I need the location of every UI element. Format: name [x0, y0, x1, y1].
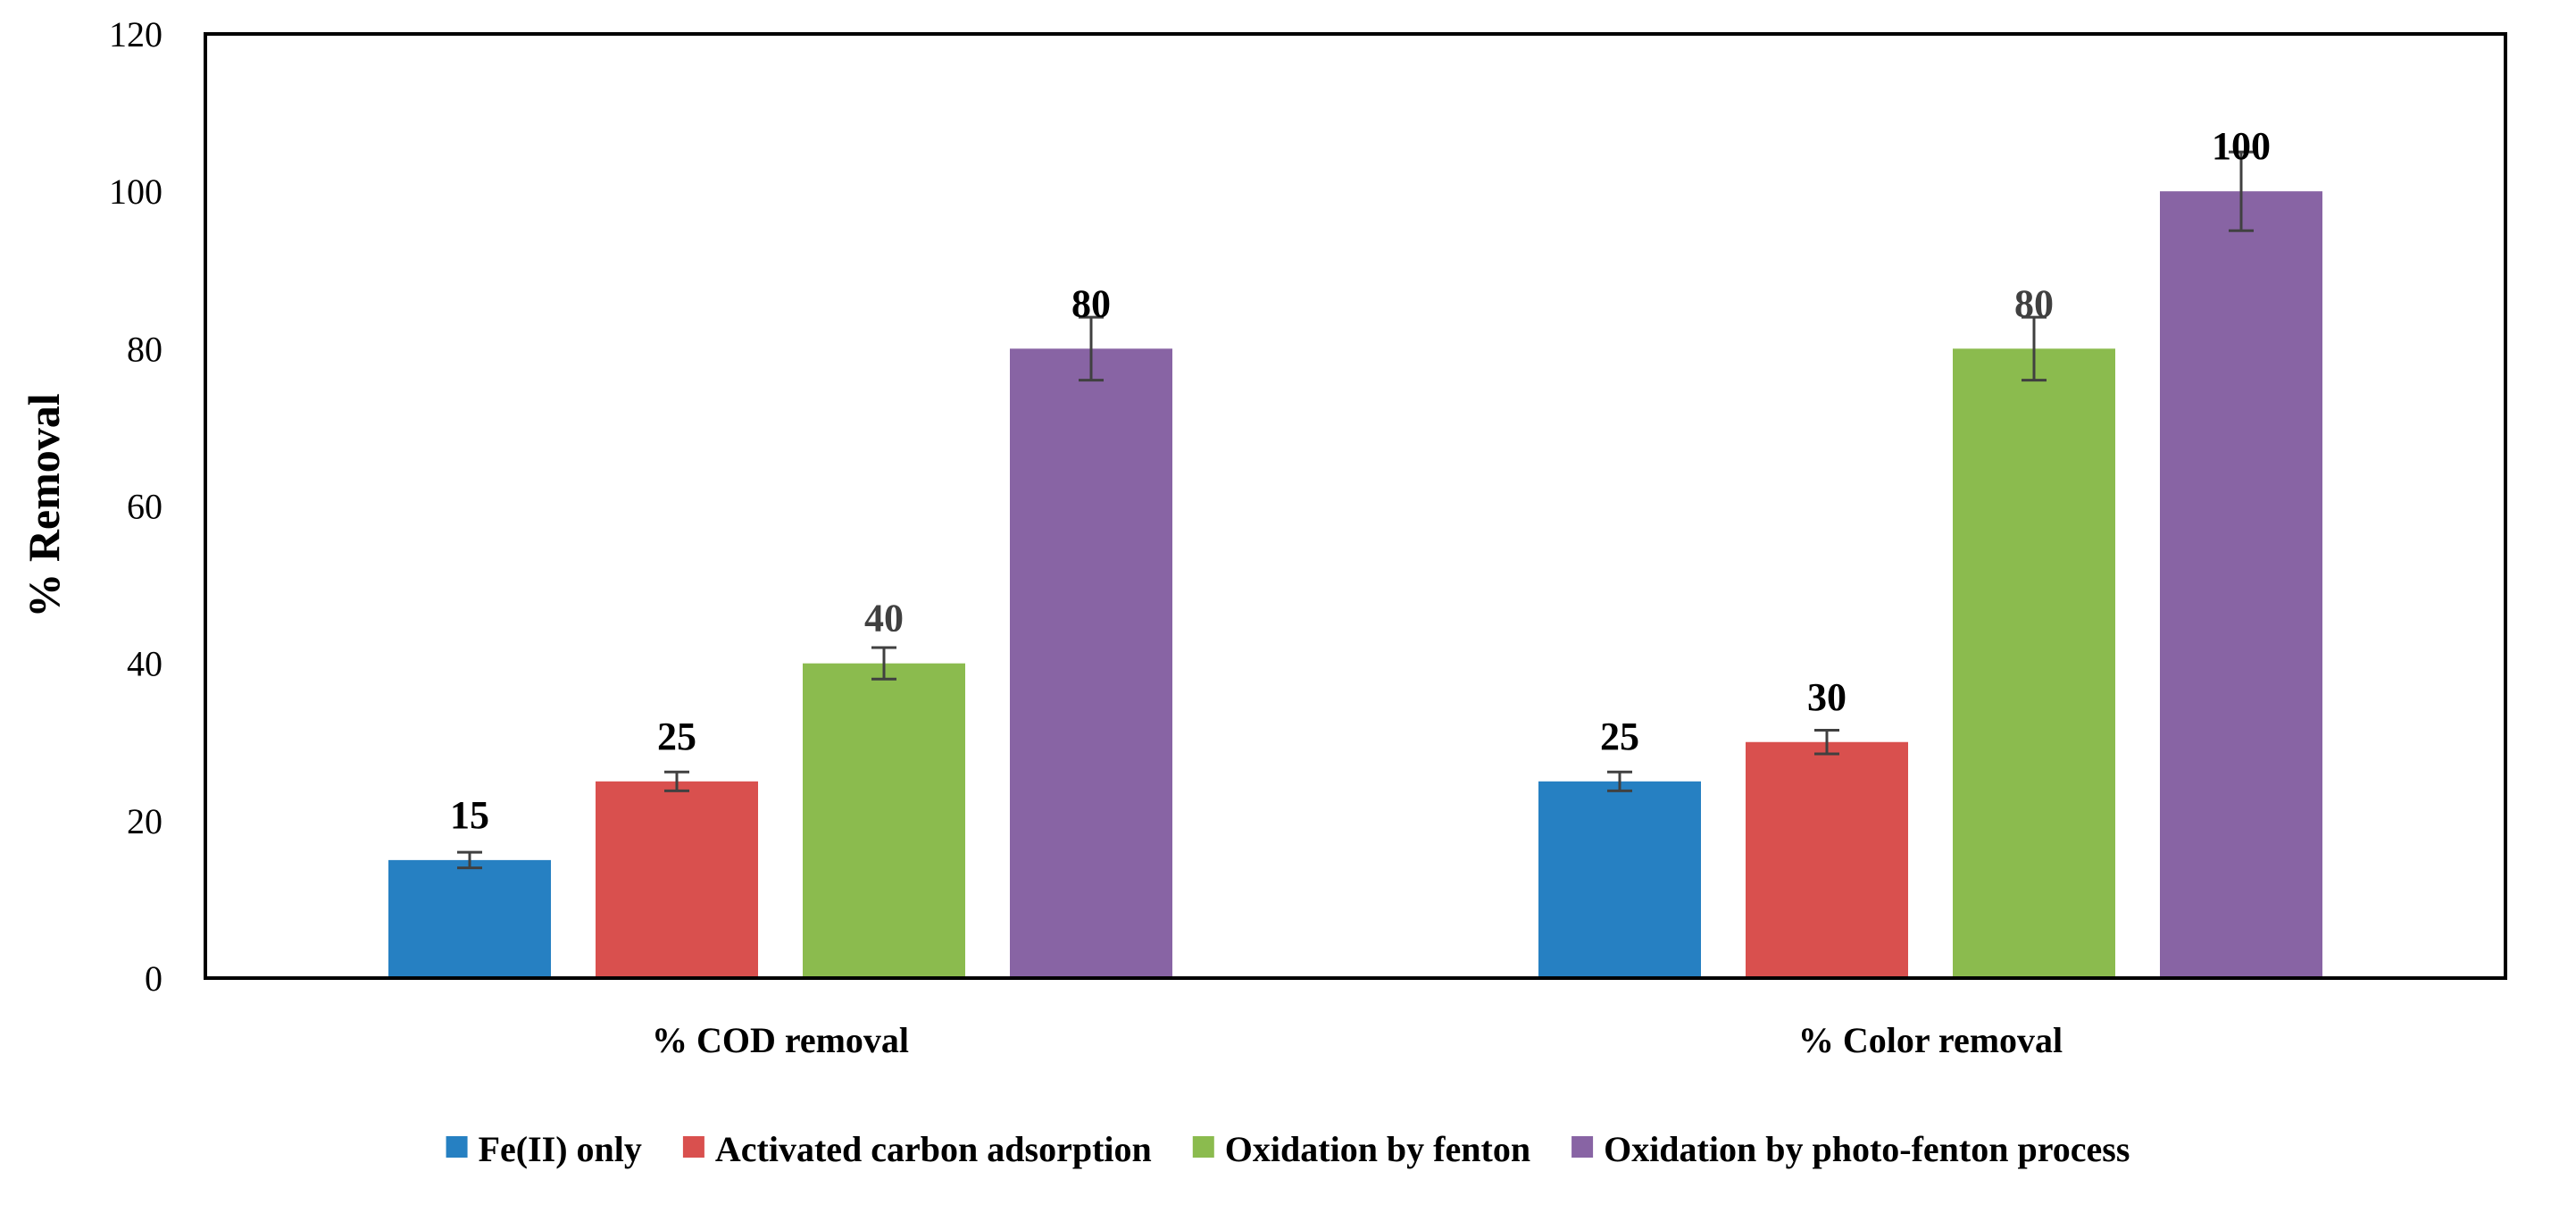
legend-label: Fe(II) only: [479, 1129, 642, 1169]
bar: [1953, 348, 2115, 978]
legend-swatch: [1192, 1136, 1214, 1158]
y-tick-label: 60: [127, 487, 163, 527]
y-tick-label: 100: [109, 171, 163, 212]
bar: [388, 859, 551, 978]
legend-swatch: [1571, 1136, 1594, 1158]
legend-label: Oxidation by photo-fenton process: [1604, 1129, 2130, 1169]
data-label: 25: [657, 715, 696, 758]
data-label: 40: [864, 597, 904, 640]
x-category-label: % Color removal: [1798, 1020, 2063, 1060]
y-axis-title: % Removal: [19, 393, 69, 617]
legend-swatch: [446, 1136, 468, 1158]
y-tick-label: 80: [127, 329, 163, 369]
y-tick-label: 0: [145, 958, 163, 999]
y-tick-label: 40: [127, 644, 163, 684]
x-category-label: % COD removal: [652, 1020, 909, 1060]
bar: [2160, 191, 2322, 978]
bar: [1746, 741, 1908, 978]
data-label: 25: [1600, 715, 1639, 758]
legend-label: Oxidation by fenton: [1225, 1129, 1530, 1169]
data-label: 30: [1807, 675, 1847, 719]
data-label: 100: [2212, 124, 2271, 168]
data-label: 80: [2014, 281, 2054, 325]
bar: [803, 663, 965, 978]
y-tick-label: 120: [109, 14, 163, 54]
bar: [1538, 781, 1701, 978]
data-label: 80: [1071, 281, 1111, 325]
bar: [596, 781, 758, 978]
legend-label: Activated carbon adsorption: [715, 1129, 1152, 1169]
legend-swatch: [682, 1136, 704, 1158]
y-tick-label: 20: [127, 801, 163, 841]
data-label: 15: [450, 793, 489, 837]
bar: [1010, 348, 1172, 978]
